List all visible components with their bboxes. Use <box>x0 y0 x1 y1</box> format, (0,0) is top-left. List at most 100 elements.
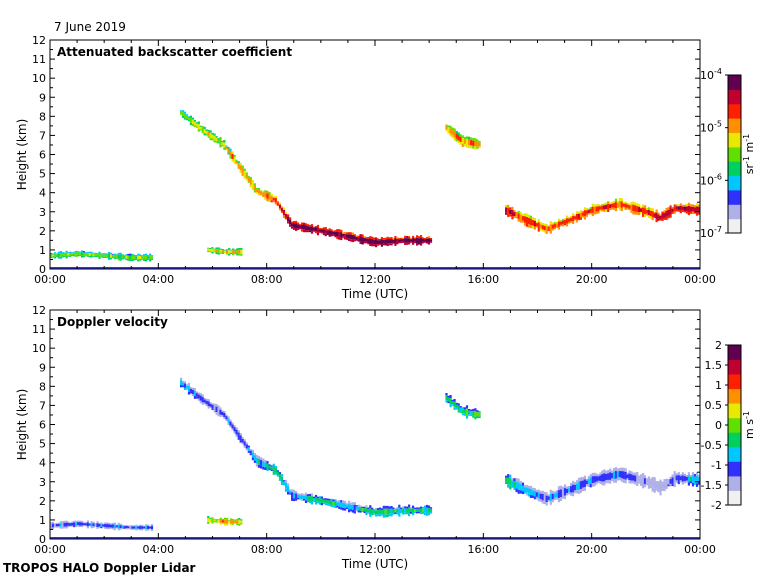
data-cell <box>330 500 333 505</box>
data-cell <box>451 127 454 131</box>
data-cell <box>280 211 284 213</box>
data-cell <box>505 212 508 215</box>
colorbar-segment <box>728 446 741 462</box>
data-cell <box>180 377 183 381</box>
data-cell <box>332 232 335 235</box>
data-cell <box>595 211 598 214</box>
data-cell <box>445 124 448 127</box>
data-cell <box>131 254 134 256</box>
x-tick-label: 08:00 <box>251 273 283 286</box>
data-cell <box>543 225 546 231</box>
data-cell <box>249 453 252 456</box>
data-cell <box>67 521 70 523</box>
data-cell <box>559 489 562 498</box>
data-cell <box>304 230 308 233</box>
colorbar-tick-label: 10-7 <box>700 225 722 240</box>
data-cell <box>521 220 525 223</box>
data-cell <box>145 259 148 262</box>
data-cell <box>451 401 454 405</box>
data-cell <box>423 505 427 508</box>
data-cell <box>507 213 510 217</box>
data-cell <box>182 116 185 118</box>
data-cell <box>221 415 224 417</box>
data-cell <box>293 498 296 502</box>
data-cell <box>98 522 101 524</box>
data-cell <box>695 475 699 484</box>
data-cell <box>380 237 383 240</box>
data-cell <box>145 525 148 530</box>
data-cell <box>81 250 84 253</box>
data-cell <box>211 247 214 249</box>
data-cell <box>332 230 335 232</box>
data-cell <box>661 218 664 221</box>
data-cell <box>217 519 220 521</box>
data-cell <box>579 212 582 218</box>
data-cell <box>412 512 415 516</box>
data-cell <box>572 213 575 216</box>
data-cell <box>445 393 448 396</box>
data-cell <box>280 474 284 477</box>
data-cell <box>525 217 529 224</box>
data-cell <box>328 234 331 237</box>
data-cell <box>591 203 594 207</box>
data-cell <box>139 526 142 529</box>
data-cell <box>616 468 619 472</box>
data-cell <box>150 258 154 260</box>
data-cell <box>92 253 95 256</box>
data-cell <box>570 221 573 223</box>
data-cell <box>306 224 310 227</box>
data-cell <box>661 481 664 484</box>
instrument-credit: TROPOS HALO Doppler Lidar <box>3 561 196 575</box>
data-cell <box>683 210 686 213</box>
data-cell <box>636 472 639 476</box>
data-cell <box>241 173 244 176</box>
data-cell <box>53 524 57 527</box>
data-cell <box>274 198 277 203</box>
data-cell <box>215 521 218 523</box>
data-cell <box>262 466 265 470</box>
data-cell <box>472 415 475 418</box>
data-cell <box>211 404 214 409</box>
data-cell <box>455 407 458 410</box>
data-cell <box>353 504 356 511</box>
data-cell <box>291 221 294 224</box>
data-cell <box>63 520 66 523</box>
colorbar-segment <box>728 403 741 419</box>
data-cell <box>77 252 80 255</box>
data-cell <box>147 258 150 260</box>
data-cell <box>235 434 238 437</box>
data-cell <box>638 477 641 482</box>
data-cell <box>642 207 645 214</box>
data-cell <box>667 207 670 210</box>
data-cell <box>199 126 202 130</box>
data-cell <box>185 384 189 386</box>
data-cell <box>367 238 370 243</box>
data-cell <box>689 211 692 214</box>
data-cell <box>527 493 531 497</box>
data-cell <box>601 474 604 482</box>
data-cell <box>653 212 656 214</box>
data-cell <box>255 188 258 190</box>
data-cell <box>280 206 284 209</box>
data-cell <box>638 204 641 207</box>
data-cell <box>342 233 345 237</box>
data-cell <box>572 484 575 493</box>
data-cell <box>418 236 421 239</box>
data-cell <box>657 214 660 219</box>
data-cell <box>280 476 284 483</box>
data-cell <box>681 475 684 482</box>
data-cell <box>543 223 546 226</box>
data-cell <box>221 252 224 254</box>
data-cell <box>525 492 529 496</box>
data-cell <box>643 478 647 485</box>
data-cell <box>282 210 286 216</box>
data-cell <box>347 503 351 510</box>
data-cell <box>110 527 113 529</box>
data-cell <box>476 139 479 142</box>
data-cell <box>507 207 510 214</box>
data-cell <box>669 483 672 487</box>
data-cell <box>94 525 97 527</box>
data-cell <box>559 485 562 490</box>
data-cell <box>634 472 637 476</box>
data-cell <box>563 218 567 220</box>
